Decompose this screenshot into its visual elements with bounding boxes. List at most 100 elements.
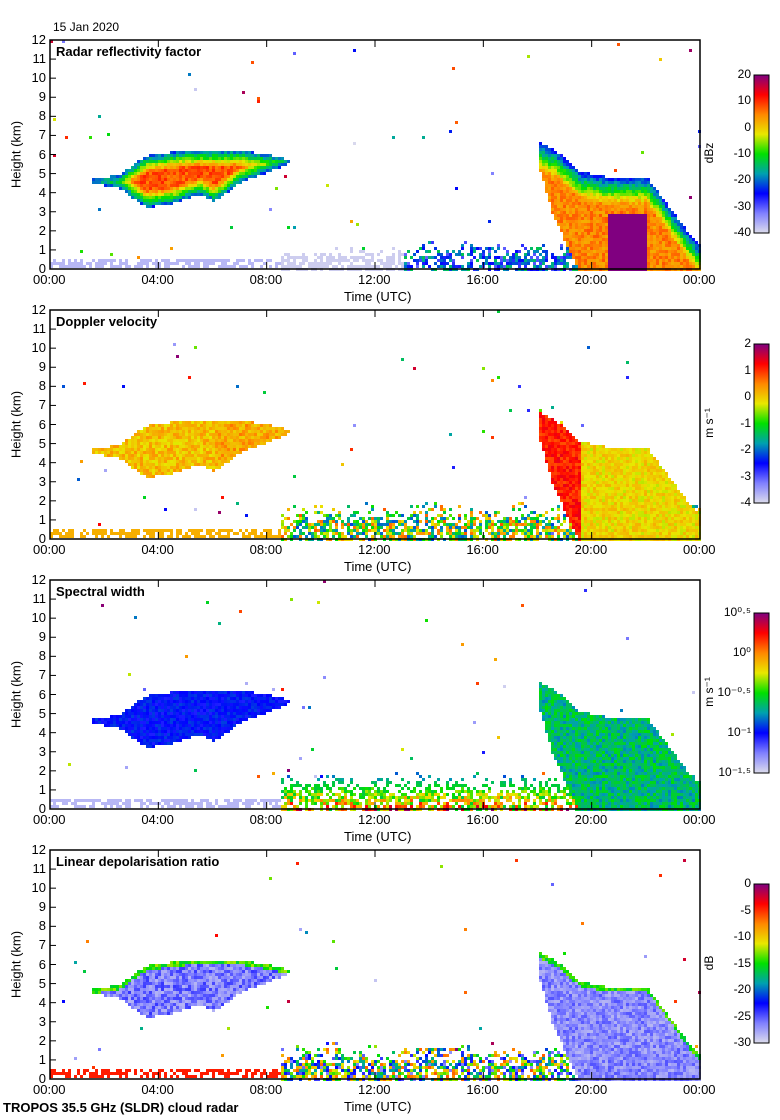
heatmap-cell	[212, 427, 215, 430]
heatmap-cell	[566, 238, 569, 241]
heatmap-cell	[416, 505, 419, 508]
heatmap-cell	[170, 445, 173, 448]
heatmap-cell	[641, 238, 644, 241]
heatmap-cell	[680, 259, 683, 262]
heatmap-cell	[629, 265, 632, 268]
heatmap-cell	[308, 529, 311, 532]
heatmap-cell	[602, 469, 605, 472]
heatmap-cell	[113, 445, 116, 448]
heatmap-cell	[602, 454, 605, 457]
heatmap-cell	[593, 175, 596, 178]
heatmap-cell	[653, 238, 656, 241]
heatmap-cell	[215, 460, 218, 463]
heatmap-cell	[212, 172, 215, 175]
heatmap-cell	[122, 172, 125, 175]
heatmap-cell	[218, 451, 221, 454]
heatmap-cell	[566, 187, 569, 190]
heatmap-cell	[161, 430, 164, 433]
heatmap-cell	[554, 262, 557, 265]
heatmap-cell	[230, 457, 233, 460]
heatmap-cell	[614, 202, 617, 205]
heatmap-cell	[401, 262, 404, 265]
heatmap-cell	[569, 493, 572, 496]
heatmap-cell	[248, 430, 251, 433]
heatmap-cell	[422, 244, 425, 247]
heatmap-cell	[242, 424, 245, 427]
heatmap-cell	[206, 157, 209, 160]
heatmap-cell	[566, 178, 569, 181]
heatmap-cell	[161, 166, 164, 169]
heatmap-cell	[614, 208, 617, 211]
heatmap-cell	[299, 517, 302, 520]
heatmap-cell	[233, 178, 236, 181]
heatmap-cell	[530, 535, 533, 538]
heatmap-cell	[122, 457, 125, 460]
heatmap-cell	[554, 205, 557, 208]
heatmap-cell	[347, 526, 350, 529]
heatmap-cell	[605, 499, 608, 502]
heatmap-cell	[584, 223, 587, 226]
heatmap-cell	[635, 208, 638, 211]
heatmap-cell	[638, 265, 641, 268]
heatmap-cell	[650, 244, 653, 247]
heatmap-cell	[566, 532, 569, 535]
heatmap-cell	[500, 256, 503, 259]
heatmap-cell	[356, 532, 359, 535]
heatmap-cell	[569, 445, 572, 448]
heatmap-cell	[662, 232, 665, 235]
heatmap-cell	[587, 214, 590, 217]
heatmap-cell	[365, 523, 368, 526]
heatmap-cell	[575, 184, 578, 187]
heatmap-cell	[599, 514, 602, 517]
heatmap-cell	[203, 448, 206, 451]
heatmap-cell	[554, 166, 557, 169]
heatmap-cell	[197, 424, 200, 427]
heatmap-cell	[485, 514, 488, 517]
heatmap-cell	[596, 262, 599, 265]
heatmap-cell	[149, 433, 152, 436]
heatmap-cell	[164, 430, 167, 433]
heatmap-cell	[674, 250, 677, 253]
heatmap-cell	[617, 253, 620, 256]
heatmap-cell	[593, 235, 596, 238]
heatmap-cell	[440, 508, 443, 511]
heatmap-cell	[617, 190, 620, 193]
heatmap-cell	[176, 160, 179, 163]
heatmap-cell	[182, 166, 185, 169]
heatmap-cell	[599, 502, 602, 505]
heatmap-cell	[221, 421, 224, 424]
heatmap-cell	[326, 256, 329, 259]
heatmap-cell	[317, 520, 320, 523]
heatmap-cell	[431, 529, 434, 532]
heatmap-cell	[167, 262, 170, 265]
heatmap-cell	[209, 160, 212, 163]
heatmap-cell	[212, 436, 215, 439]
heatmap-cell	[608, 451, 611, 454]
heatmap-cell	[224, 535, 227, 538]
heatmap-cell	[569, 454, 572, 457]
heatmap-cell	[155, 154, 158, 157]
heatmap-cell	[575, 259, 578, 262]
heatmap-cell	[356, 256, 359, 259]
heatmap-cell	[182, 451, 185, 454]
heatmap-cell	[641, 208, 644, 211]
heatmap-cell	[425, 256, 428, 259]
heatmap-cell	[638, 178, 641, 181]
heatmap-cell	[620, 223, 623, 226]
heatmap-cell	[254, 445, 257, 448]
heatmap-cell	[155, 199, 158, 202]
heatmap-cell	[569, 247, 572, 250]
heatmap-cell	[581, 184, 584, 187]
heatmap-cell	[626, 202, 629, 205]
heatmap-cell	[569, 535, 572, 538]
heatmap-cell	[200, 154, 203, 157]
heatmap-cell	[572, 526, 575, 529]
heatmap-cell	[521, 517, 524, 520]
heatmap-cell	[155, 187, 158, 190]
heatmap-cell	[659, 256, 662, 259]
heatmap-cell	[137, 166, 140, 169]
heatmap-cell	[200, 433, 203, 436]
heatmap-cell	[599, 484, 602, 487]
heatmap-cell	[140, 178, 143, 181]
heatmap-cell	[563, 205, 566, 208]
